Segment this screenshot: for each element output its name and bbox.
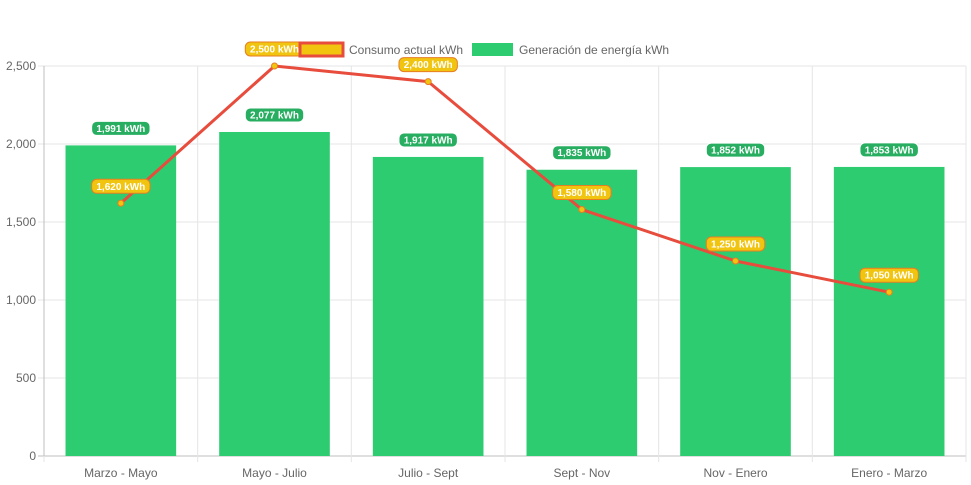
data-labels: 1,991 kWh 2,077 kWh 1,917 kWh 1,835 kWh 1,85… — [91, 41, 919, 283]
consumo-point — [271, 62, 278, 70]
line-data-label-text: 1,250 kWh — [711, 240, 760, 251]
line-data-label-bg — [705, 236, 766, 252]
x-tick-label: Marzo - Mayo — [84, 466, 158, 480]
bar-generacion — [680, 167, 791, 456]
legend-item-generacion[interactable]: Generación de energía kWh — [472, 43, 669, 57]
bar-data-label: 1,835 kWh — [552, 145, 612, 161]
bar-data-label-bg — [398, 132, 458, 148]
bar-data-label-text: 1,853 kWh — [865, 145, 914, 156]
line-data-label-bg — [398, 57, 458, 73]
line-data-label-bg — [552, 185, 612, 201]
line-data-label-text: 1,580 kWh — [557, 188, 606, 199]
bar-generacion — [65, 145, 177, 457]
line-data-label: 1,620 kWh — [91, 178, 151, 194]
line-data-label: 1,250 kWh — [705, 236, 766, 252]
consumo-point — [732, 257, 739, 265]
consumo-point — [424, 78, 432, 86]
bar-data-label-bg — [859, 142, 919, 158]
bar-data-label: 1,853 kWh — [859, 142, 919, 158]
bar-data-label: 1,917 kWh — [398, 132, 458, 148]
bar-data-label-text: 1,917 kWh — [404, 135, 453, 146]
legend-swatch-generacion — [472, 43, 513, 56]
bar-data-label-bg — [91, 120, 151, 136]
bar-data-label-text: 1,991 kWh — [96, 124, 145, 135]
y-tick-label: 500 — [16, 371, 36, 385]
bar-data-label-bg — [244, 107, 305, 123]
consumption-line — [117, 62, 893, 296]
grid: 0 500 1,000 1,500 2,000 2,500 Marzo - Mayo Mayo… — [6, 59, 967, 480]
bar-generacion — [833, 166, 945, 456]
x-tick-label: Julio - Sept — [398, 466, 459, 480]
bar-data-label-text: 1,852 kWh — [711, 146, 760, 157]
bar-data-label-bg — [552, 145, 612, 161]
line-data-label: 2,400 kWh — [398, 57, 458, 73]
line-data-label-bg — [91, 178, 151, 194]
line-data-label-text: 1,620 kWh — [96, 182, 145, 193]
consumo-line-path — [119, 64, 890, 294]
line-data-label: 1,050 kWh — [859, 267, 919, 283]
bar-generacion — [219, 131, 330, 456]
x-tick-label: Sept - Nov — [553, 466, 610, 480]
bar-data-label: 1,991 kWh — [91, 120, 151, 136]
consumo-point — [117, 199, 125, 207]
consumo-point — [885, 288, 893, 296]
legend-item-consumo[interactable]: Consumo actual kWh — [298, 41, 463, 58]
bar-data-label: 1,852 kWh — [705, 142, 766, 158]
consumo-point — [578, 206, 586, 214]
bar-generacion — [526, 169, 638, 457]
bar-data-label-bg — [705, 142, 766, 158]
legend[interactable]: Consumo actual kWh Generación de energía… — [298, 41, 669, 58]
y-tick-label: 0 — [29, 449, 36, 463]
x-tick-label: Enero - Marzo — [851, 466, 927, 480]
line-data-label-text: 1,050 kWh — [865, 271, 914, 282]
line-data-label: 2,500 kWh — [244, 41, 305, 57]
y-tick-label: 1,000 — [6, 293, 36, 307]
bar-generacion — [372, 156, 484, 456]
bar-data-label: 2,077 kWh — [244, 107, 305, 123]
x-tick-label: Nov - Enero — [703, 466, 767, 480]
generation-bars — [65, 131, 945, 457]
y-tick-label: 2,500 — [6, 59, 36, 73]
bar-data-label-text: 1,835 kWh — [557, 148, 606, 159]
line-data-label-text: 2,500 kWh — [250, 45, 299, 56]
legend-label-consumo: Consumo actual kWh — [349, 43, 463, 57]
line-data-label-text: 2,400 kWh — [404, 60, 453, 71]
bar-data-label-text: 2,077 kWh — [250, 110, 299, 121]
legend-label-generacion: Generación de energía kWh — [519, 43, 669, 57]
y-tick-label: 2,000 — [6, 137, 36, 151]
x-tick-label: Mayo - Julio — [242, 466, 307, 480]
legend-swatch-consumo — [298, 41, 345, 58]
line-data-label: 1,580 kWh — [552, 185, 612, 201]
line-data-label-bg — [859, 267, 919, 283]
y-tick-label: 1,500 — [6, 215, 36, 229]
